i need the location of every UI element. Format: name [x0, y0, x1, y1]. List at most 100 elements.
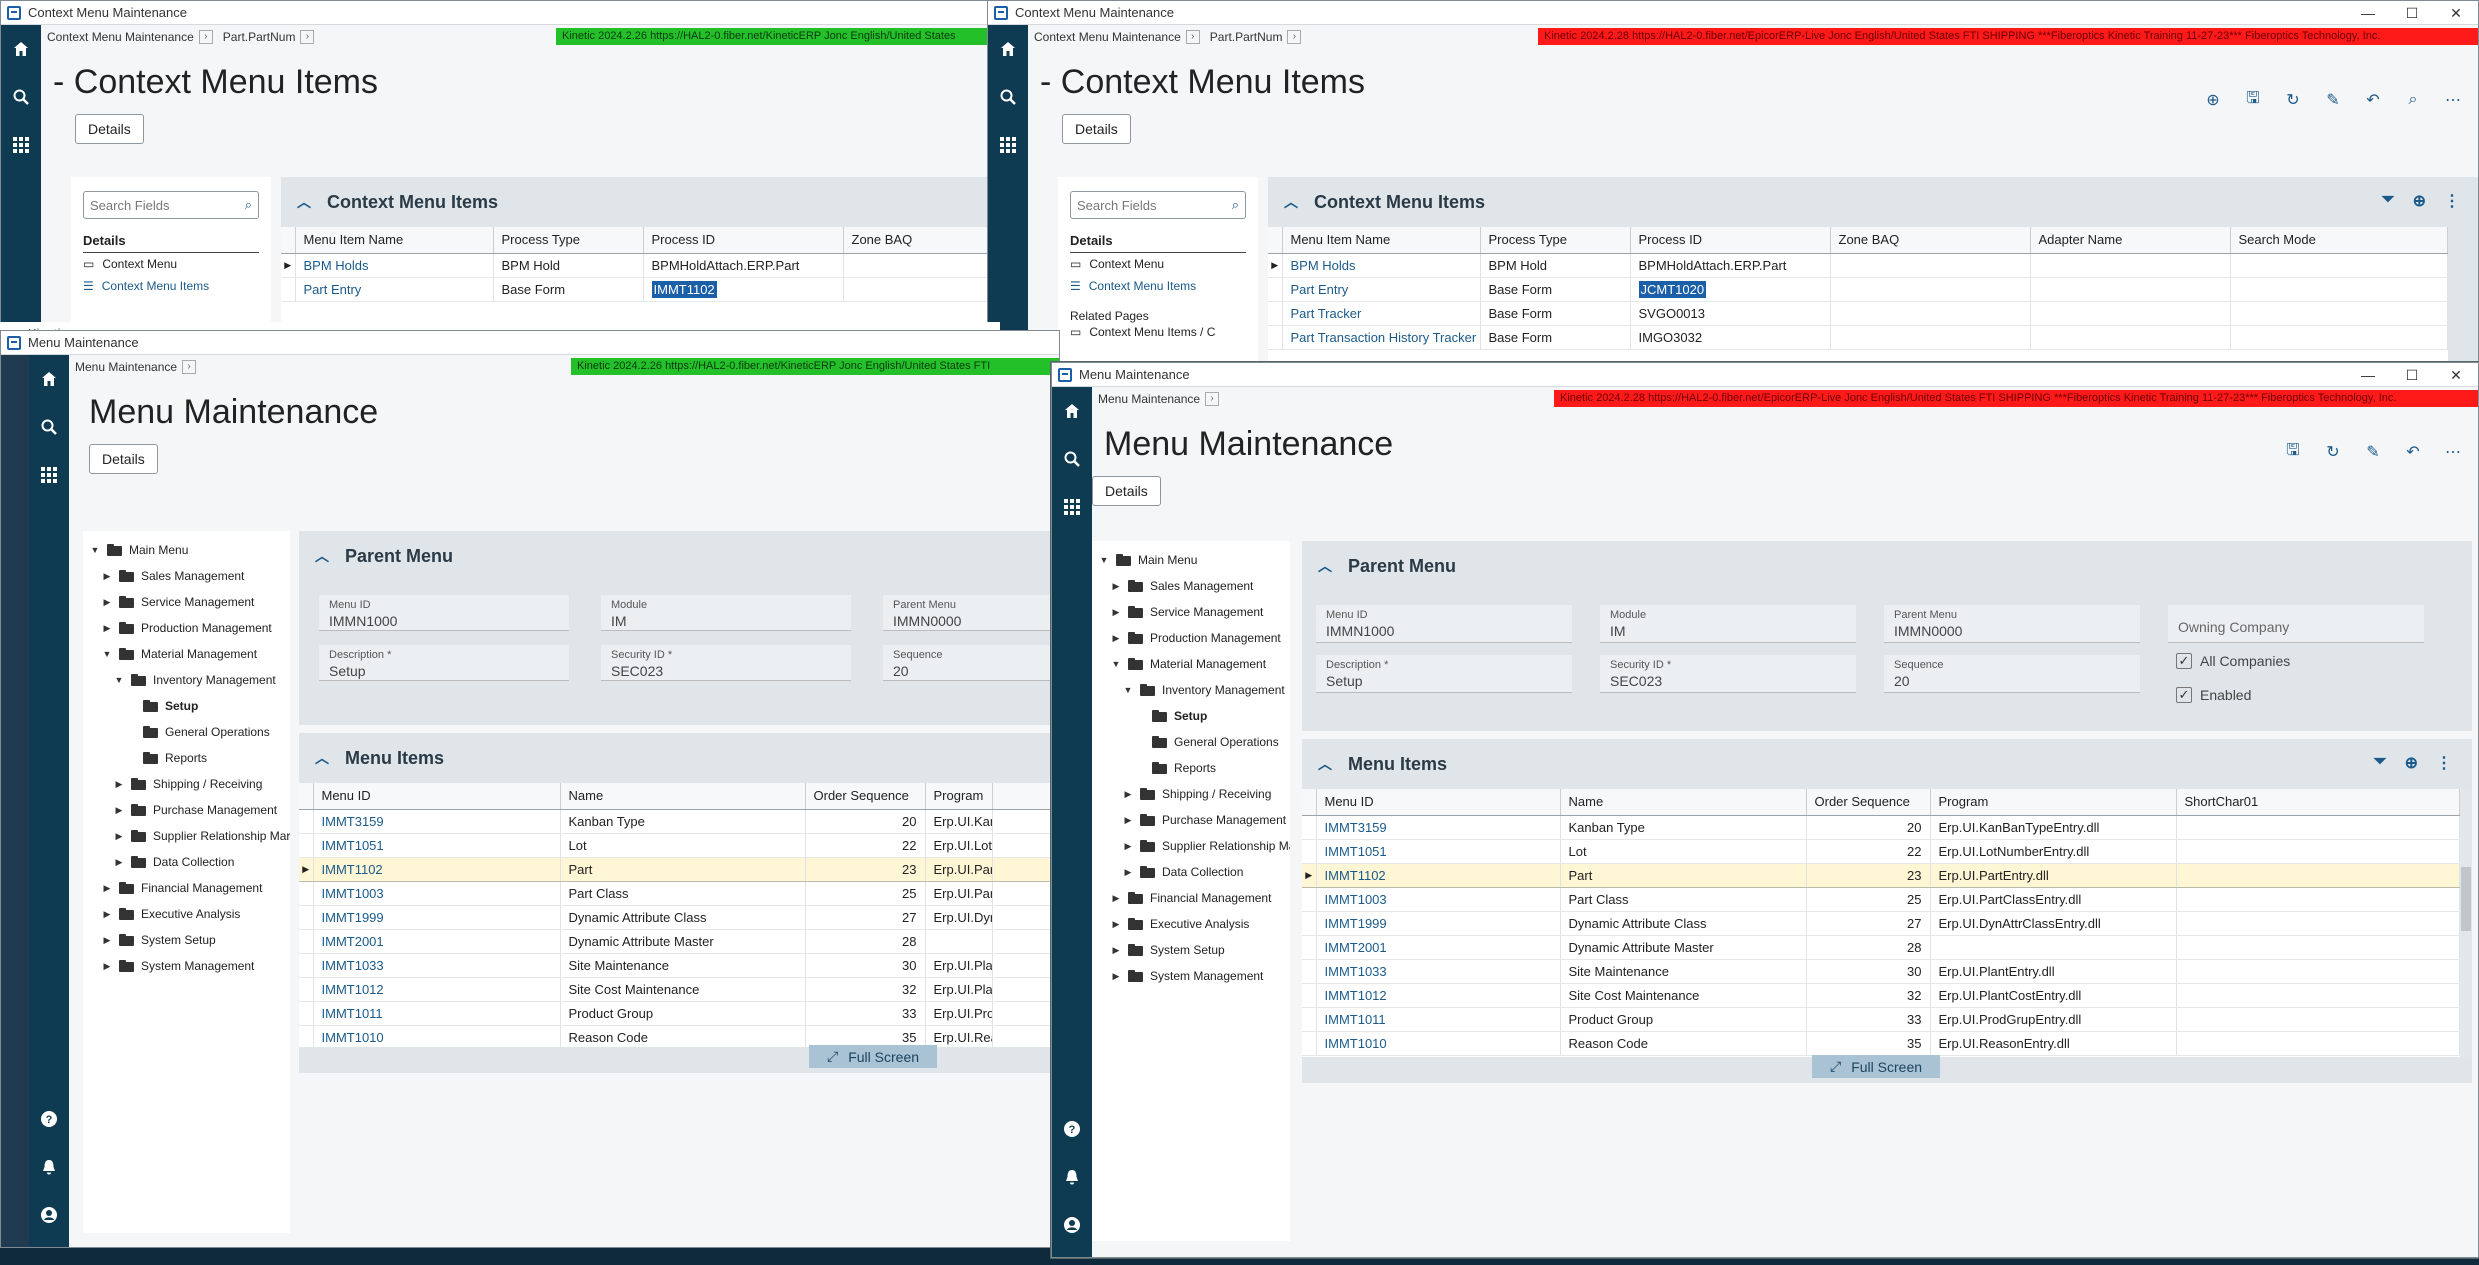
- cell[interactable]: [2176, 887, 2460, 912]
- tree-node[interactable]: ▶ Service Management: [1098, 599, 1290, 625]
- close-icon[interactable]: ✕: [2450, 367, 2462, 383]
- search-icon[interactable]: ⌕: [244, 197, 252, 212]
- cell[interactable]: SVGO0013: [1630, 301, 1831, 326]
- expand-right-icon[interactable]: ▶: [1112, 970, 1120, 981]
- cell[interactable]: Kanban Type: [560, 809, 806, 834]
- cell[interactable]: [2030, 325, 2231, 350]
- table-row[interactable]: IMMT1999 Dynamic Attribute Class 27 Erp.UI.…: [1302, 911, 2460, 936]
- tree-node[interactable]: ▶ Purchase Management: [1098, 807, 1290, 833]
- search-icon[interactable]: [29, 403, 69, 451]
- tree-node[interactable]: ▶ Production Management: [1098, 625, 1290, 651]
- expand-right-icon[interactable]: ▶: [103, 570, 111, 581]
- column-header[interactable]: Process ID: [1630, 227, 1831, 254]
- tree-node[interactable]: Reports: [89, 745, 290, 771]
- undo-icon[interactable]: ↶: [2406, 444, 2420, 461]
- cell[interactable]: 20: [805, 809, 926, 834]
- description-field[interactable]: Description * Setup: [1316, 655, 1572, 693]
- tree-node[interactable]: Setup: [1098, 703, 1290, 729]
- expand-right-icon[interactable]: ▶: [1124, 814, 1132, 825]
- breadcrumb-item[interactable]: Context Menu Maintenance: [1034, 30, 1181, 44]
- tree-node[interactable]: ▶ System Management: [89, 953, 290, 979]
- module-field[interactable]: Module IM: [1600, 605, 1856, 643]
- table-row[interactable]: IMMT1012 Site Cost Maintenance 32 Erp.UI.Pl…: [299, 977, 1059, 1002]
- column-header[interactable]: Menu ID: [313, 783, 561, 810]
- cell[interactable]: Erp.UI.DynAttrCla: [925, 905, 994, 930]
- cell[interactable]: IMMT1999: [313, 905, 561, 930]
- cell[interactable]: Part Class: [1560, 887, 1807, 912]
- column-header[interactable]: Search Mode: [2230, 227, 2448, 254]
- column-header[interactable]: Process ID: [643, 227, 844, 254]
- expand-right-icon[interactable]: ▶: [1112, 580, 1120, 591]
- search-icon[interactable]: [1, 73, 41, 121]
- more-vertical-icon[interactable]: ⋮: [2444, 193, 2460, 210]
- details-button[interactable]: Details: [89, 444, 158, 474]
- tree-node[interactable]: ▶ Sales Management: [1098, 573, 1290, 599]
- cell[interactable]: IMMT1003: [313, 881, 561, 906]
- table-row[interactable]: IMMT1011 Product Group 33 Erp.UI.ProdGrupEn…: [1302, 1007, 2460, 1032]
- cell[interactable]: [1930, 935, 2177, 960]
- cell[interactable]: Erp.UI.KanBanTypeEntry.dll: [1930, 815, 2177, 840]
- expand-right-icon[interactable]: ▶: [1112, 606, 1120, 617]
- add-row-icon[interactable]: ⊕: [2404, 755, 2418, 772]
- cell[interactable]: IMMT1012: [1316, 983, 1561, 1008]
- search-fields-input[interactable]: Search Fields ⌕: [83, 191, 259, 219]
- cell[interactable]: Lot: [1560, 839, 1807, 864]
- cell[interactable]: 27: [805, 905, 926, 930]
- maximize-icon[interactable]: ☐: [2405, 367, 2419, 383]
- cell[interactable]: 27: [1806, 911, 1931, 936]
- cell[interactable]: Erp.UI.PlantCostEntry.dll: [1930, 983, 2177, 1008]
- cell[interactable]: Part Transaction History Tracker: [1282, 325, 1481, 350]
- cell[interactable]: Erp.UI.LotNumberEntry.dll: [1930, 839, 2177, 864]
- filter-icon[interactable]: ⏷: [2373, 753, 2387, 770]
- cell[interactable]: Erp.UI.PartEntry.dll: [1930, 862, 2177, 888]
- all-companies-checkbox[interactable]: ✓ All Companies: [2176, 653, 2290, 669]
- tree-node[interactable]: Reports: [1098, 755, 1290, 781]
- table-row[interactable]: ▶ BPM Holds BPM Hold BPMHoldAttach.ERP.Part: [281, 253, 989, 278]
- tree-node[interactable]: ▶ Sales Management: [89, 563, 290, 589]
- expand-right-icon[interactable]: ▶: [1112, 918, 1120, 929]
- tree-node[interactable]: ▶ Purchase Management: [89, 797, 290, 823]
- save-icon[interactable]: 🖫: [2246, 89, 2260, 107]
- cell[interactable]: IMMT1033: [1316, 959, 1561, 984]
- expand-right-icon[interactable]: ▶: [103, 622, 111, 633]
- home-icon[interactable]: [1, 25, 41, 73]
- related-page-item[interactable]: ▭ Context Menu Items / C: [1070, 323, 1246, 341]
- cell[interactable]: IMMT2001: [1316, 935, 1561, 960]
- cell[interactable]: IMMT1102: [643, 277, 844, 302]
- collapse-chevron-icon[interactable]: ︿: [1318, 756, 1332, 772]
- cell[interactable]: JCMT1020: [1630, 277, 1831, 302]
- tree-node[interactable]: ▼ Material Management: [1098, 651, 1290, 677]
- tree-node[interactable]: General Operations: [89, 719, 290, 745]
- more-vertical-icon[interactable]: ⋮: [2436, 755, 2452, 772]
- expand-down-icon[interactable]: ▼: [102, 649, 112, 659]
- expand-down-icon[interactable]: ▼: [1111, 659, 1121, 669]
- owning-company-field[interactable]: Owning Company: [2168, 605, 2424, 643]
- cell[interactable]: 35: [1806, 1031, 1931, 1056]
- cell[interactable]: 23: [805, 856, 926, 882]
- expand-right-icon[interactable]: ▶: [103, 960, 111, 971]
- cell[interactable]: BPM Holds: [295, 253, 494, 278]
- cell[interactable]: Erp.UI.ProdGrupEntry.dll: [1930, 1007, 2177, 1032]
- cell[interactable]: [2176, 959, 2460, 984]
- maximize-icon[interactable]: ☐: [2405, 5, 2419, 21]
- expand-right-icon[interactable]: ▶: [115, 804, 123, 815]
- cell[interactable]: Erp.UI.ReasonEntr: [925, 1025, 994, 1047]
- tree-node[interactable]: ▶ System Setup: [1098, 937, 1290, 963]
- cell[interactable]: 28: [1806, 935, 1931, 960]
- security-id-field[interactable]: Security ID * SEC023: [601, 645, 851, 681]
- expand-down-icon[interactable]: ▼: [90, 545, 100, 555]
- cell[interactable]: IMMT2001: [313, 929, 561, 954]
- cell[interactable]: 28: [805, 929, 926, 954]
- tree-node[interactable]: ▼ Inventory Management: [1098, 677, 1290, 703]
- cell[interactable]: 32: [805, 977, 926, 1002]
- cell[interactable]: Dynamic Attribute Master: [560, 929, 806, 954]
- full-screen-button[interactable]: ⤢ Full Screen: [809, 1045, 938, 1068]
- search-icon[interactable]: ⌕: [1231, 197, 1239, 212]
- expand-right-icon[interactable]: ▶: [115, 856, 123, 867]
- apps-grid-icon[interactable]: [1, 121, 41, 169]
- cell[interactable]: Base Form: [1480, 277, 1631, 302]
- column-header[interactable]: ShortChar01: [2176, 789, 2460, 816]
- cell[interactable]: [925, 929, 994, 954]
